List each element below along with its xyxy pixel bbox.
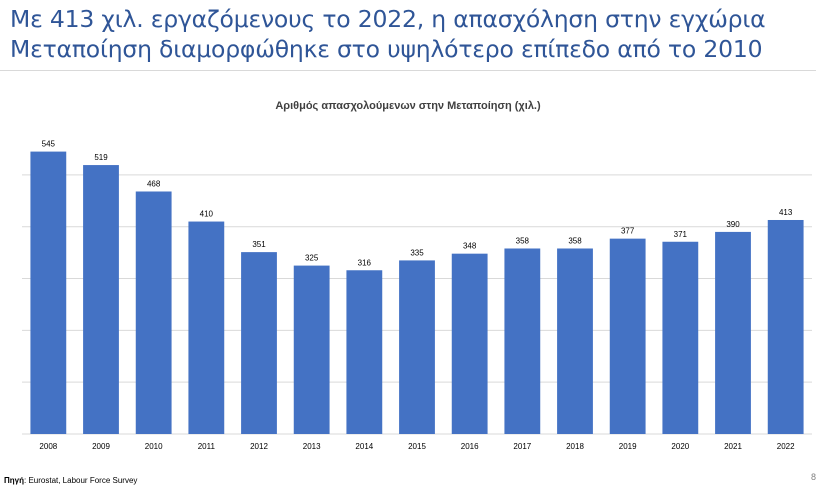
data-label-2011: 410 [200,210,214,219]
source-label: Πηγή [4,476,24,485]
bar-2013 [293,265,330,434]
bar-2009 [83,165,119,434]
page-number: 8 [810,472,816,482]
x-tick-label-2020: 2020 [671,442,689,451]
bar-2020 [662,241,699,434]
slide-title-line-1: Με 413 χιλ. εργαζόμενους το 2022, η απασ… [10,5,766,33]
x-tick-label-2022: 2022 [777,442,795,451]
data-label-2013: 325 [305,254,319,263]
source-note: Πηγή: Eurostat, Labour Force Survey [4,476,137,485]
data-label-2012: 351 [252,240,266,249]
bar-2021 [715,231,751,434]
bar-2010 [135,191,172,434]
x-tick-label-2017: 2017 [513,442,531,451]
x-tick-label-2019: 2019 [619,442,637,451]
bar-2012 [241,252,277,434]
x-tick-label-2012: 2012 [250,442,268,451]
x-tick-label-2014: 2014 [355,442,373,451]
x-tick-label-2009: 2009 [92,442,110,451]
bar-2022 [767,219,804,434]
bar-2019 [609,238,646,434]
x-tick-label-2016: 2016 [461,442,479,451]
data-label-2018: 358 [568,236,582,245]
slide-title: Με 413 χιλ. εργαζόμενους το 2022, η απασ… [10,4,810,64]
bar-2014 [346,270,383,434]
data-label-2010: 468 [147,179,161,188]
data-label-2015: 335 [410,248,424,257]
data-label-2014: 316 [358,258,372,267]
data-label-2020: 371 [674,230,688,239]
data-label-2009: 519 [94,153,108,162]
chart-title: Αριθμός απασχολούμενων στην Μεταποίηση (… [275,100,541,112]
data-label-2016: 348 [463,242,477,251]
x-tick-label-2015: 2015 [408,442,426,451]
title-divider [0,70,816,71]
data-label-2017: 358 [516,236,530,245]
bar-2017 [504,248,541,434]
bar-2015 [399,260,435,434]
data-label-2019: 377 [621,227,635,236]
slide-title-line-2: Μεταποίηση διαμορφώθηκε στο υψηλότερο επ… [10,35,763,63]
bar-2016 [451,253,488,434]
bar-2008 [30,151,67,434]
x-tick-label-2011: 2011 [198,442,216,451]
data-label-2008: 545 [42,140,56,149]
data-label-2021: 390 [726,220,740,229]
x-tick-label-2010: 2010 [145,442,163,451]
x-tick-label-2021: 2021 [724,442,742,451]
x-tick-label-2008: 2008 [39,442,57,451]
x-tick-label-2018: 2018 [566,442,584,451]
bar-2018 [557,248,593,434]
x-tick-label-2013: 2013 [303,442,321,451]
source-text: : Eurostat, Labour Force Survey [24,476,138,485]
data-label-2022: 413 [779,208,793,217]
bar-2011 [188,221,225,434]
